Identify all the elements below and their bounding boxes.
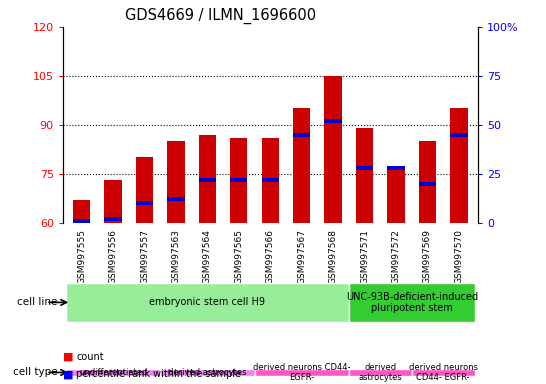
Bar xyxy=(167,141,185,223)
Bar xyxy=(167,197,185,201)
Bar xyxy=(73,200,90,223)
Bar xyxy=(66,369,160,376)
Text: GSM997566: GSM997566 xyxy=(266,229,275,284)
Text: percentile rank within the sample: percentile rank within the sample xyxy=(76,369,241,379)
Bar xyxy=(293,132,310,137)
Text: GSM997563: GSM997563 xyxy=(171,229,181,284)
Bar xyxy=(136,201,153,205)
Text: embryonic stem cell H9: embryonic stem cell H9 xyxy=(150,297,265,308)
Text: count: count xyxy=(76,352,104,362)
Text: derived astrocytes: derived astrocytes xyxy=(168,368,247,377)
Bar xyxy=(324,119,342,123)
Text: GSM997564: GSM997564 xyxy=(203,229,212,284)
Text: GSM997565: GSM997565 xyxy=(234,229,244,284)
Bar xyxy=(254,369,349,376)
Text: derived
astrocytes: derived astrocytes xyxy=(358,363,402,382)
Bar xyxy=(230,178,247,182)
Bar xyxy=(262,178,279,182)
Bar xyxy=(324,76,342,223)
Text: derived neurons
CD44- EGFR-: derived neurons CD44- EGFR- xyxy=(408,363,478,382)
Bar xyxy=(419,141,436,223)
Bar xyxy=(387,166,405,170)
Text: GSM997557: GSM997557 xyxy=(140,229,149,284)
Bar xyxy=(412,369,474,376)
Bar xyxy=(450,132,467,137)
Bar xyxy=(356,166,373,170)
Text: GSM997569: GSM997569 xyxy=(423,229,432,284)
Bar xyxy=(136,157,153,223)
Text: GSM997572: GSM997572 xyxy=(391,229,401,284)
Bar xyxy=(104,180,122,223)
Bar xyxy=(450,109,467,223)
Text: GSM997555: GSM997555 xyxy=(77,229,86,284)
Text: GSM997571: GSM997571 xyxy=(360,229,369,284)
Bar xyxy=(349,369,412,376)
Text: GDS4669 / ILMN_1696600: GDS4669 / ILMN_1696600 xyxy=(125,8,316,24)
Bar xyxy=(104,217,122,221)
Text: UNC-93B-deficient-induced
pluripotent stem: UNC-93B-deficient-induced pluripotent st… xyxy=(346,291,478,313)
Bar xyxy=(349,283,474,322)
Bar xyxy=(230,138,247,223)
Bar xyxy=(73,219,90,223)
Text: GSM997556: GSM997556 xyxy=(109,229,117,284)
Text: undifferentiated: undifferentiated xyxy=(79,368,147,377)
Text: ■: ■ xyxy=(63,369,73,379)
Bar xyxy=(262,138,279,223)
Bar xyxy=(387,170,405,223)
Bar xyxy=(199,135,216,223)
Text: cell type: cell type xyxy=(13,367,57,377)
Text: derived neurons CD44-
EGFR-: derived neurons CD44- EGFR- xyxy=(253,363,351,382)
Bar xyxy=(199,178,216,182)
Bar xyxy=(356,128,373,223)
Text: cell line: cell line xyxy=(17,297,57,308)
Bar xyxy=(419,182,436,185)
Bar xyxy=(66,283,349,322)
Text: GSM997567: GSM997567 xyxy=(297,229,306,284)
Bar xyxy=(293,109,310,223)
Text: GSM997568: GSM997568 xyxy=(329,229,337,284)
Bar xyxy=(160,369,254,376)
Text: ■: ■ xyxy=(63,352,73,362)
Text: GSM997570: GSM997570 xyxy=(454,229,464,284)
